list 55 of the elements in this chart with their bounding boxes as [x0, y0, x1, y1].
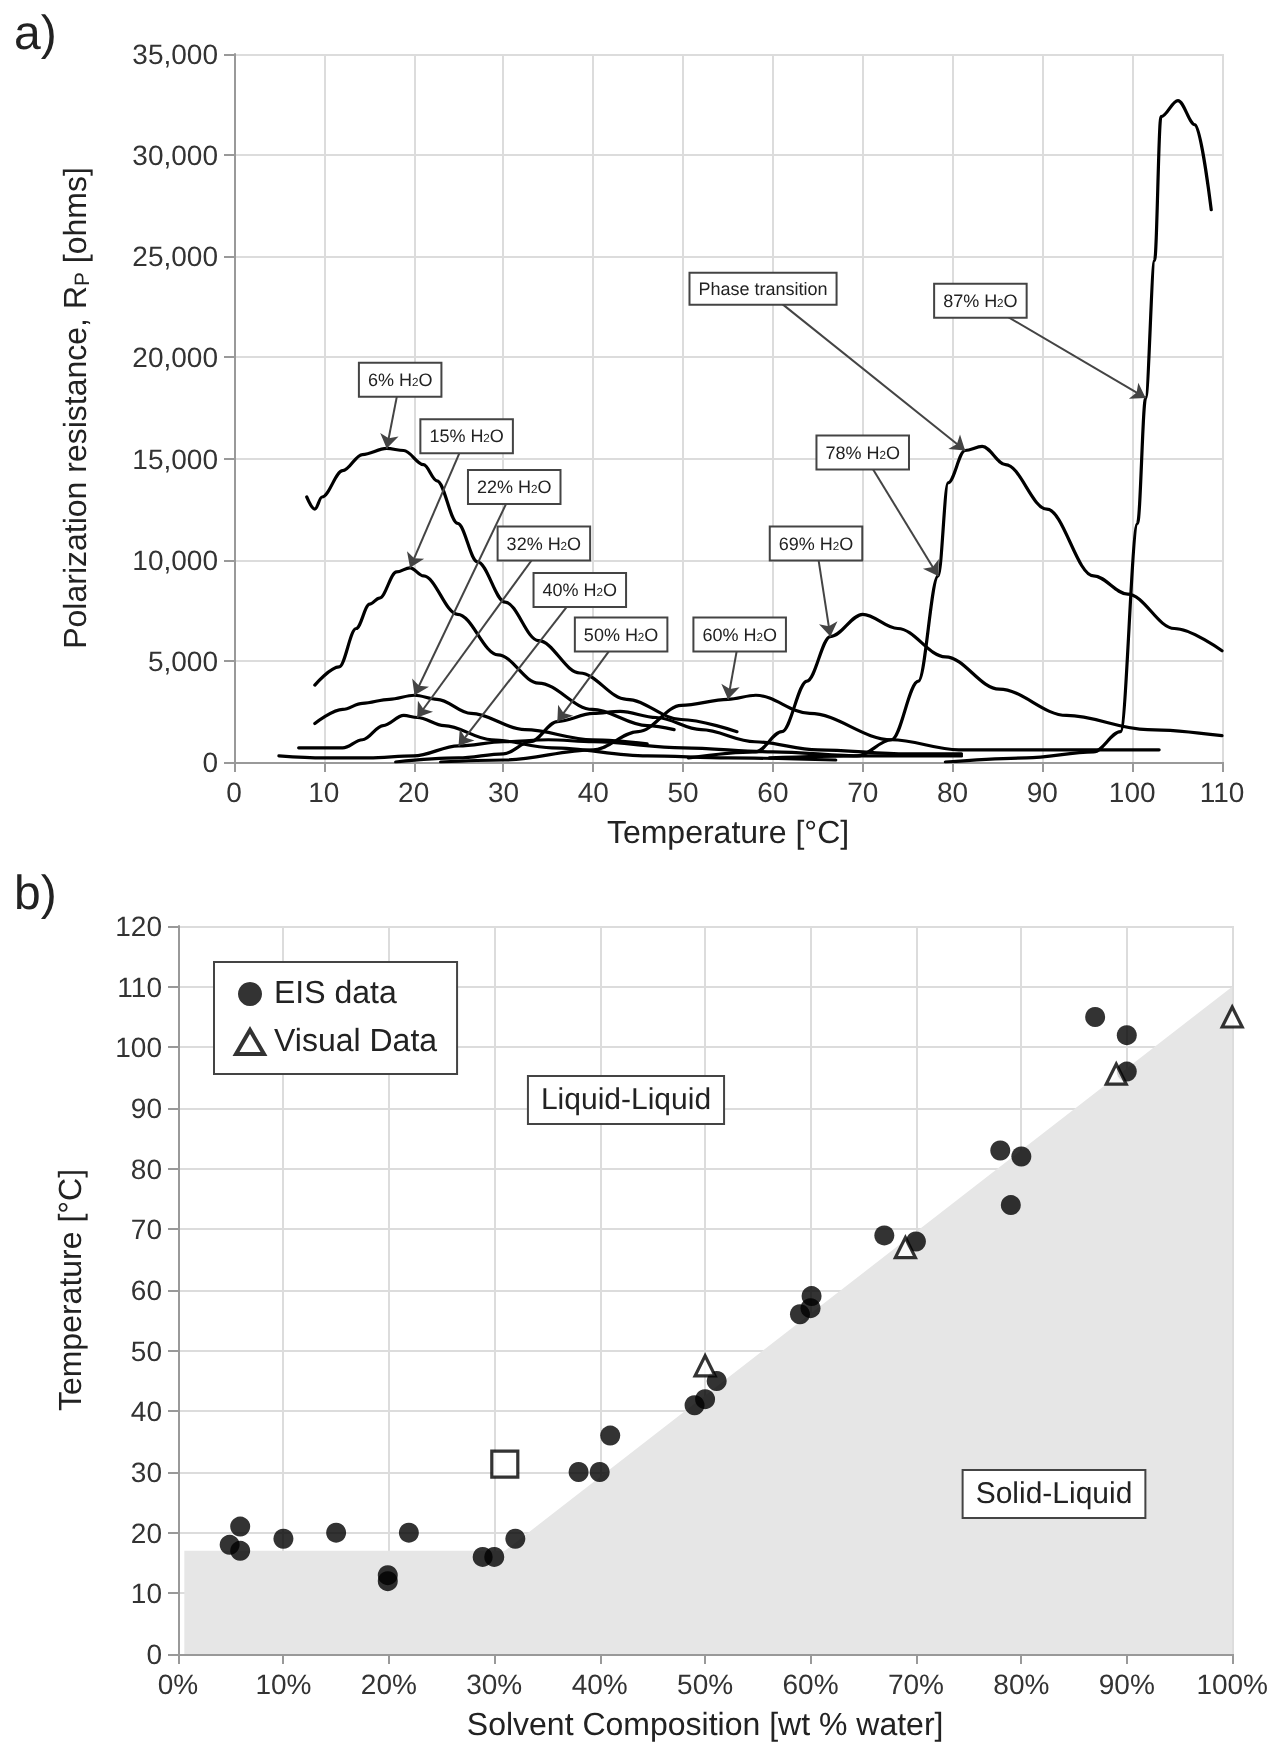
y-tick-label: 30 — [130, 1456, 163, 1488]
chart-title: a) — [14, 7, 57, 61]
y-tick-label: 50 — [130, 1334, 163, 1367]
y-tick-label: 15,000 — [132, 442, 219, 475]
annotation: Liquid-Liquid — [540, 1083, 712, 1117]
x-tick-label: 10% — [255, 1668, 312, 1700]
x-tick-label: 40% — [571, 1668, 628, 1700]
y-axis-title: Polarization resistance, RP [ohms] — [60, 167, 95, 649]
y-tick-label: 0 — [146, 1638, 163, 1670]
x-tick-label: 10 — [308, 776, 340, 808]
x-tick-label: 20% — [360, 1668, 417, 1700]
y-tick-label: 100 — [115, 1031, 163, 1064]
y-tick-label: 120 — [115, 910, 163, 942]
y-tick-label: 90 — [130, 1092, 163, 1124]
x-axis-title: Solvent Composition [wt % water] — [466, 1709, 944, 1743]
x-tick-label: 80% — [993, 1668, 1050, 1700]
chart-title: b) — [14, 867, 57, 921]
x-tick-label: 70 — [847, 776, 879, 808]
annotation: Phase transition — [698, 278, 828, 299]
x-tick-label: 100% — [1196, 1668, 1269, 1700]
y-tick-label: 30,000 — [132, 139, 219, 172]
annotation: Solid-Liquid — [975, 1477, 1133, 1511]
y-tick-label: 35,000 — [132, 38, 219, 70]
x-tick-label: 70% — [887, 1668, 944, 1700]
y-tick-label: 20 — [130, 1516, 163, 1549]
x-tick-label: 60% — [782, 1668, 839, 1700]
x-tick-label: 90% — [1098, 1668, 1155, 1700]
legend-label: Visual Data — [274, 1025, 438, 1059]
x-tick-label: 50 — [667, 776, 700, 808]
y-tick-label: 0 — [202, 746, 219, 778]
y-tick-label: 40 — [130, 1395, 163, 1428]
y-tick-label: 60 — [130, 1274, 163, 1306]
x-tick-label: 40 — [577, 776, 610, 808]
x-axis-title: Temperature [°C] — [606, 817, 850, 851]
x-tick-label: 30 — [487, 776, 520, 808]
x-tick-label: 60 — [757, 776, 789, 808]
x-tick-label: 50% — [677, 1668, 734, 1700]
y-tick-label: 70 — [130, 1213, 163, 1246]
x-tick-label: 0 — [226, 776, 243, 808]
x-tick-label: 110 — [1199, 776, 1245, 808]
x-tick-label: 100 — [1108, 776, 1156, 808]
x-tick-label: 30% — [466, 1668, 523, 1700]
x-tick-label: 90 — [1026, 776, 1059, 808]
y-tick-label: 20,000 — [132, 341, 219, 374]
y-tick-label: 110 — [117, 970, 163, 1003]
legend-label: EIS data — [274, 977, 397, 1011]
x-tick-label: 20 — [398, 776, 430, 808]
y-tick-label: 10 — [130, 1577, 163, 1610]
x-tick-label: 0% — [157, 1668, 199, 1700]
x-tick-label: 80 — [936, 776, 969, 808]
y-tick-label: 80 — [130, 1152, 163, 1185]
y-tick-label: 25,000 — [132, 240, 219, 273]
y-tick-label: 5,000 — [147, 644, 219, 677]
y-axis-title: Temperature [°C] — [55, 1168, 89, 1412]
y-tick-label: 10,000 — [132, 543, 219, 576]
